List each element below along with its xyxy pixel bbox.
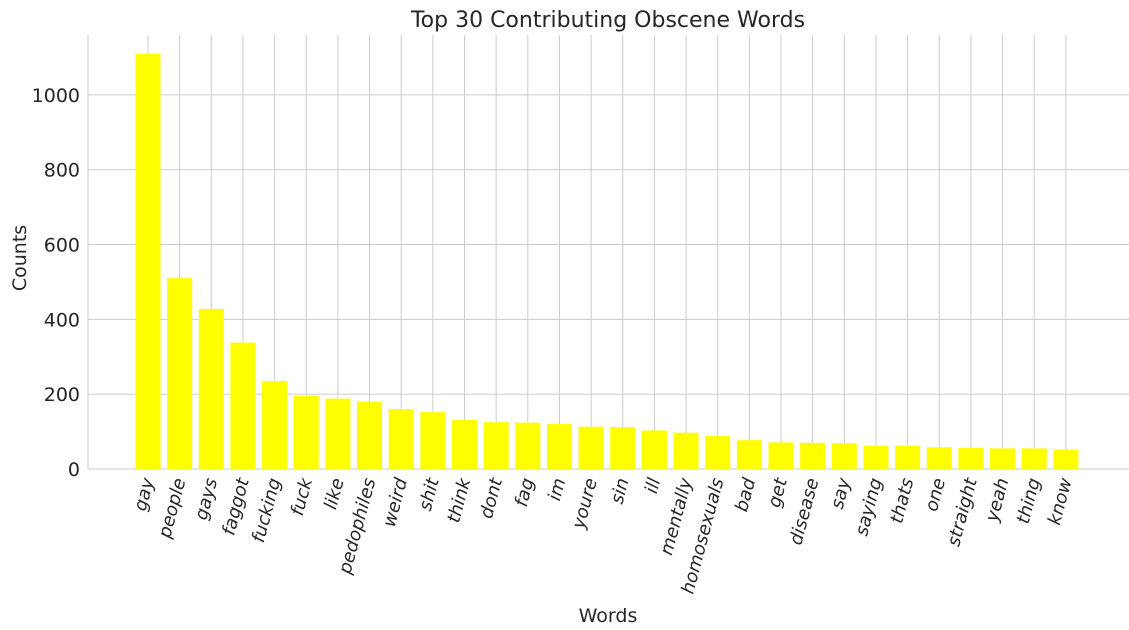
bar-pedophiles	[357, 401, 383, 469]
x-tick-label: gay	[130, 476, 159, 514]
x-tick-label: saying	[851, 476, 887, 538]
bar-one	[926, 447, 952, 469]
bar-weird	[388, 409, 414, 469]
x-tick-label: say	[827, 476, 855, 512]
bar-think	[452, 419, 477, 469]
bar-know	[1053, 449, 1079, 469]
bar-straight	[958, 448, 984, 469]
bar-shit	[420, 412, 446, 469]
x-tick-label: gays	[191, 476, 222, 522]
bar-mentally	[673, 432, 699, 469]
x-tick-label: fuck	[287, 474, 318, 518]
x-tick-label: fag	[511, 476, 539, 509]
x-tick-label: one	[921, 476, 950, 514]
bar-get	[768, 442, 794, 469]
x-tick-label: youre	[568, 476, 602, 532]
x-axis-label: Words	[579, 605, 638, 627]
bar-im	[546, 424, 572, 469]
bar-say	[831, 443, 857, 469]
bar-gay	[135, 53, 161, 470]
y-tick-label: 1000	[32, 85, 80, 107]
bar-fuck	[293, 395, 319, 469]
y-axis-label: Counts	[9, 225, 31, 291]
y-tick-labels: 0 200 400 600 800 1000	[32, 85, 80, 481]
x-tick-label: get	[764, 475, 792, 510]
x-tick-label: like	[320, 476, 348, 512]
x-tick-label: dont	[476, 475, 507, 521]
grid-lines	[87, 35, 1129, 470]
y-tick-label: 400	[44, 309, 80, 331]
x-tick-label: disease	[785, 476, 823, 547]
bar-ill	[641, 430, 667, 469]
x-tick-label: fucking	[248, 476, 285, 545]
bar-saying	[863, 445, 889, 469]
bar-thats	[895, 445, 921, 469]
bar-dont	[483, 422, 509, 469]
x-tick-label: faggot	[218, 475, 254, 538]
bar-thing	[1021, 448, 1047, 469]
x-tick-label: people	[154, 476, 190, 541]
x-tick-label: yeah	[981, 476, 1013, 525]
bar-disease	[800, 442, 826, 469]
bar-faggot	[230, 342, 256, 469]
bar-yeah	[990, 448, 1016, 469]
x-tick-label: thing	[1013, 476, 1045, 526]
bar-bad	[736, 440, 762, 469]
x-tick-label: know	[1044, 476, 1077, 528]
x-tick-label: straight	[943, 475, 982, 549]
y-tick-label: 800	[44, 160, 80, 182]
bar-fag	[515, 422, 541, 469]
bar-like	[325, 398, 351, 469]
bar-gays	[198, 308, 224, 469]
y-tick-label: 600	[44, 235, 80, 257]
x-tick-label: sin	[607, 476, 634, 506]
bars	[135, 53, 1079, 470]
bar-homosexuals	[705, 436, 731, 469]
chart-title: Top 30 Contributing Obscene Words	[410, 8, 805, 33]
x-tick-label: im	[544, 476, 570, 503]
x-tick-label: thats	[886, 476, 918, 526]
x-tick-label: think	[443, 474, 475, 525]
bar-fucking	[262, 381, 288, 469]
bar-youre	[578, 426, 604, 469]
x-tick-label: ill	[641, 476, 665, 496]
x-tick-label: shit	[415, 475, 444, 513]
bar-people	[167, 278, 193, 469]
y-tick-label: 200	[44, 384, 80, 406]
y-tick-label: 0	[68, 459, 80, 481]
bar-sin	[610, 427, 636, 469]
x-tick-label: weird	[379, 475, 412, 529]
x-tick-label: bad	[731, 475, 760, 514]
